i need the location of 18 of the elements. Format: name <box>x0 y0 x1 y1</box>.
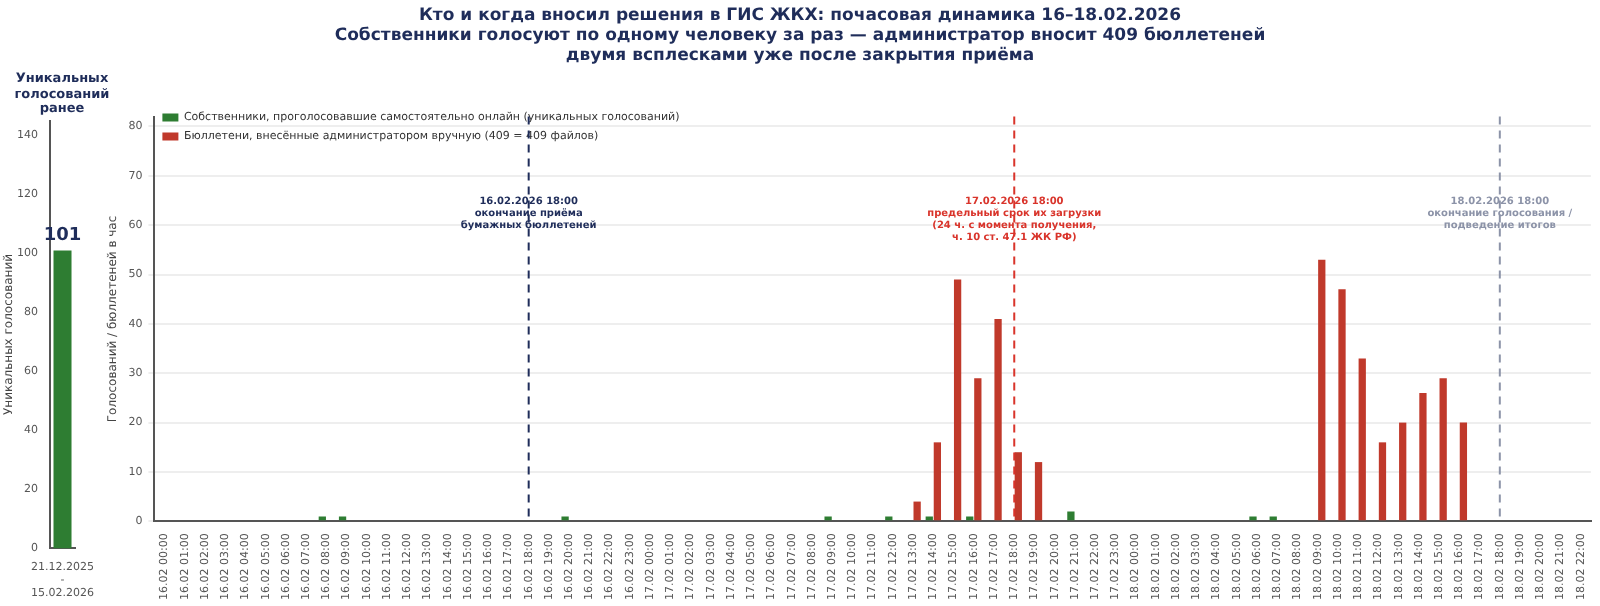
bar <box>1459 422 1468 521</box>
bar <box>994 318 1002 521</box>
bar <box>913 501 921 521</box>
bar <box>1318 259 1326 521</box>
bar <box>1034 462 1043 521</box>
bar <box>933 442 942 521</box>
bar <box>1067 511 1075 521</box>
bar <box>1439 378 1447 521</box>
bar <box>1378 442 1387 521</box>
chart-subtitle: Собственники голосуют по одному человеку за раз — администратор вносит 409 бюллетеней двумя всплесками уже после закрытия приёма <box>334 26 1266 66</box>
bar <box>974 378 982 521</box>
bar <box>1014 452 1022 521</box>
bar <box>1338 289 1346 521</box>
chart-title: Кто и когда вносил решения в ГИС ЖКХ: почасовая динамика 16–18.02.2026 <box>418 6 1182 26</box>
bar <box>1399 422 1407 521</box>
bar <box>953 279 962 521</box>
bar <box>1419 392 1427 521</box>
bar <box>1358 358 1366 521</box>
